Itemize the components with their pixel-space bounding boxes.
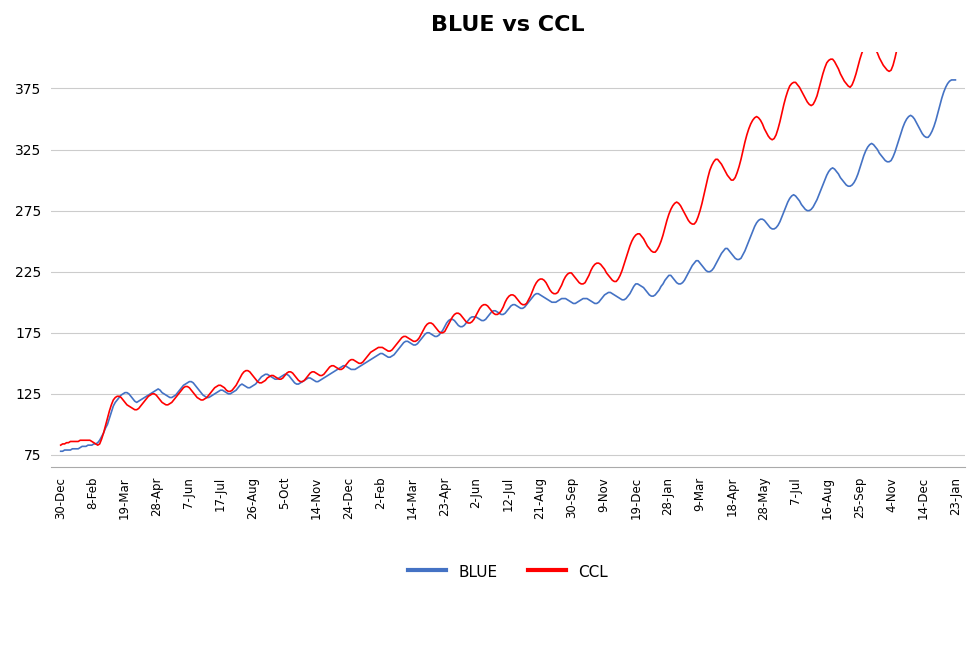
- CCL: [778, 100, 790, 108]
- BLUE: [73, 445, 84, 453]
- CCL: [536, 275, 548, 283]
- CCL: [55, 441, 67, 449]
- CCL: [73, 438, 84, 445]
- BLUE: [811, 196, 823, 204]
- BLUE: [55, 447, 67, 455]
- Legend: BLUE, CCL: BLUE, CCL: [402, 558, 614, 586]
- BLUE: [802, 207, 813, 215]
- CCL: [802, 98, 813, 106]
- CCL: [353, 359, 365, 367]
- BLUE: [353, 363, 365, 371]
- Title: BLUE vs CCL: BLUE vs CCL: [431, 15, 585, 35]
- BLUE: [950, 76, 961, 84]
- Line: CCL: CCL: [61, 0, 956, 445]
- Line: BLUE: BLUE: [61, 80, 956, 451]
- BLUE: [778, 208, 790, 215]
- BLUE: [946, 76, 957, 84]
- BLUE: [536, 292, 548, 300]
- CCL: [811, 92, 823, 100]
